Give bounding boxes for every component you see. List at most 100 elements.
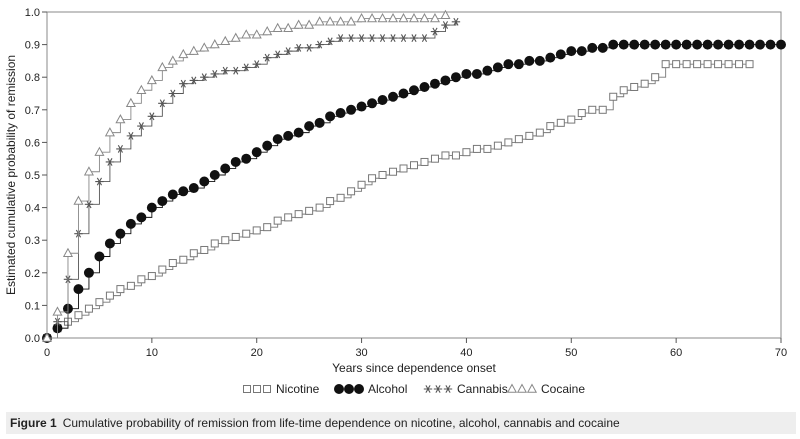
series-cocaine-point [230, 32, 241, 42]
series-alcohol-point [335, 108, 346, 119]
series-nicotine-point [399, 164, 408, 173]
series-alcohol-point [146, 202, 157, 213]
series-nicotine-point [378, 171, 387, 179]
series-cocaine-point [398, 12, 409, 23]
legend: Nicotine Alcohol Cannabis Cocaine [243, 382, 585, 396]
series-alcohol-point [188, 183, 199, 194]
series-alcohol-point [241, 153, 252, 164]
series-alcohol-point [671, 39, 682, 50]
series-cannabis-point [336, 34, 345, 43]
series-nicotine-point [577, 109, 586, 118]
series-nicotine-point [430, 154, 439, 163]
x-tick-label: 20 [251, 347, 263, 359]
series-cannabis-line [47, 21, 457, 339]
y-tick-label: 0.5 [25, 170, 40, 182]
series-alcohol-point [471, 68, 482, 79]
legend-cocaine-label: Cocaine [541, 382, 585, 396]
series-nicotine-point [672, 60, 681, 69]
series-cannabis-point [147, 112, 157, 121]
series-alcohol-point [136, 212, 147, 223]
y-tick-label: 0.3 [25, 235, 40, 247]
x-tick-label: 40 [460, 347, 472, 359]
series-alcohol-point [566, 46, 577, 57]
series-nicotine-point [619, 86, 628, 95]
series-cocaine-point [367, 12, 378, 23]
series-cannabis-point [378, 34, 387, 43]
series-cannabis-point [221, 66, 230, 75]
series-nicotine-point [735, 60, 744, 69]
series-alcohol-point [94, 251, 105, 262]
series-alcohol-point [209, 170, 220, 180]
series-nicotine-point [441, 151, 450, 160]
series-nicotine-point [305, 206, 314, 215]
legend-nicotine-marker [243, 385, 251, 393]
series-cannabis-point [325, 37, 335, 46]
y-tick-label: 0.8 [25, 72, 40, 84]
series-nicotine-point [158, 265, 167, 274]
legend-item-alcohol: Alcohol [334, 382, 407, 396]
series-cocaine-point [335, 16, 346, 26]
series-alcohol-point [639, 39, 650, 50]
legend-alcohol-marker [334, 384, 344, 394]
series-nicotine-point [179, 255, 188, 264]
series-alcohol-point [545, 52, 556, 63]
series-alcohol-point [398, 88, 409, 99]
series-cocaine-point [272, 22, 283, 32]
series-alcohol-point [409, 85, 419, 96]
series-cocaine-point [356, 12, 367, 23]
series-cannabis-point [126, 131, 136, 140]
series-nicotine-point [357, 180, 366, 189]
series-nicotine-point [462, 148, 471, 157]
series-cocaine-point [262, 26, 273, 36]
series-cocaine-point [178, 48, 189, 59]
legend-nicotine-marker [253, 385, 261, 393]
series-alcohol-point [765, 39, 776, 50]
series-nicotine-point [567, 115, 576, 124]
series-cocaine-point [94, 146, 105, 156]
series-cannabis-point [420, 34, 429, 43]
series-cannabis-point [451, 17, 461, 26]
series-cannabis-point [95, 177, 104, 186]
series-cannabis-point [84, 200, 94, 209]
series-alcohol-point [157, 196, 168, 207]
y-tick-label: 0.7 [25, 105, 40, 117]
series-nicotine-point [546, 122, 555, 131]
series-cannabis-point [263, 53, 272, 62]
series-alcohol-point [419, 81, 430, 92]
series-nicotine-point [252, 226, 261, 235]
series-cocaine-point [209, 39, 220, 49]
series-nicotine-point [588, 105, 597, 114]
series-cannabis-point [441, 21, 450, 29]
series-cannabis-point [409, 34, 419, 43]
series-nicotine-point [703, 60, 712, 69]
series-cocaine-point [146, 74, 157, 85]
series-nicotine-point [326, 197, 335, 206]
legend-cocaine-marker [506, 383, 518, 393]
series-nicotine-point [598, 105, 607, 114]
series-cocaine-point [125, 97, 136, 107]
y-tick-label: 0.0 [25, 333, 40, 345]
y-tick-label: 0.6 [25, 137, 40, 149]
series-cannabis-point [430, 27, 440, 36]
series-cannabis-point [231, 66, 240, 75]
plot-frame [46, 11, 782, 339]
y-tick-label: 0.9 [25, 40, 40, 52]
series-cocaine-point [199, 42, 210, 52]
series-alcohol-point [356, 101, 367, 112]
legend-cannabis-label: Cannabis [457, 382, 508, 396]
legend-item-cannabis: Cannabis [423, 382, 508, 396]
series-alcohol-point [440, 75, 451, 86]
series-alcohol-point [734, 39, 745, 50]
series-cocaine-point [104, 127, 115, 137]
x-axis-label: Years since dependence onset [332, 361, 496, 375]
series-cannabis-point [137, 122, 146, 131]
series-alcohol-point [776, 39, 786, 50]
series-alcohol-point [492, 62, 503, 73]
series-cannabis-point [158, 99, 167, 108]
series-cocaine-point [283, 22, 294, 32]
series-cannabis-point [294, 43, 303, 52]
series-nicotine-point [105, 291, 114, 300]
series-nicotine-point [493, 141, 502, 150]
series-alcohol-point [230, 156, 241, 167]
series-nicotine-point [514, 135, 523, 144]
